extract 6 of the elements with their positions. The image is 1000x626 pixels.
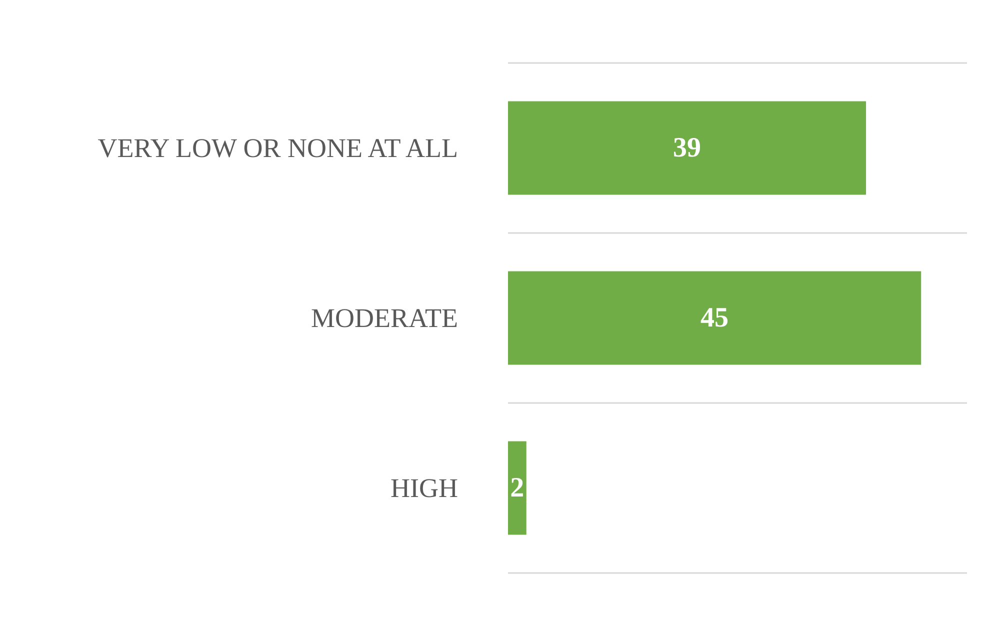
data-label: 45 bbox=[700, 302, 729, 334]
data-label: 2 bbox=[510, 472, 524, 504]
y-tick-label: MODERATE bbox=[311, 303, 458, 333]
data-label: 39 bbox=[673, 132, 702, 164]
y-tick-label: HIGH bbox=[390, 473, 458, 503]
y-tick-label: VERY LOW OR NONE AT ALL bbox=[98, 133, 458, 163]
